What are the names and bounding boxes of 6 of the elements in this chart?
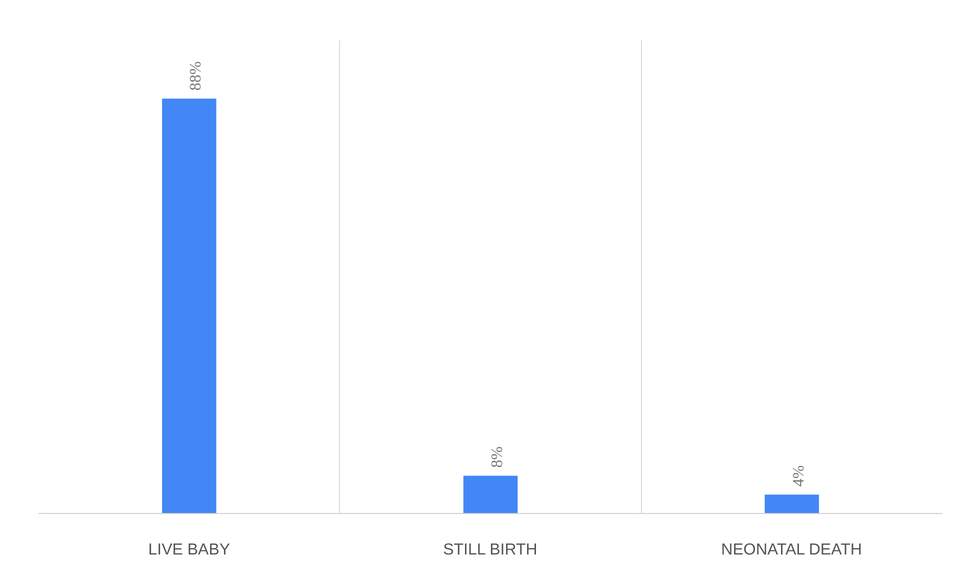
x-tick-label: NEONATAL DEATH	[721, 542, 862, 558]
data-label: 8%	[489, 446, 506, 468]
data-label: 4%	[790, 465, 808, 487]
x-tick-label: LIVE BABY	[148, 542, 230, 558]
data-label: 88%	[188, 61, 205, 91]
x-tick-label: STILL BIRTH	[443, 542, 538, 558]
